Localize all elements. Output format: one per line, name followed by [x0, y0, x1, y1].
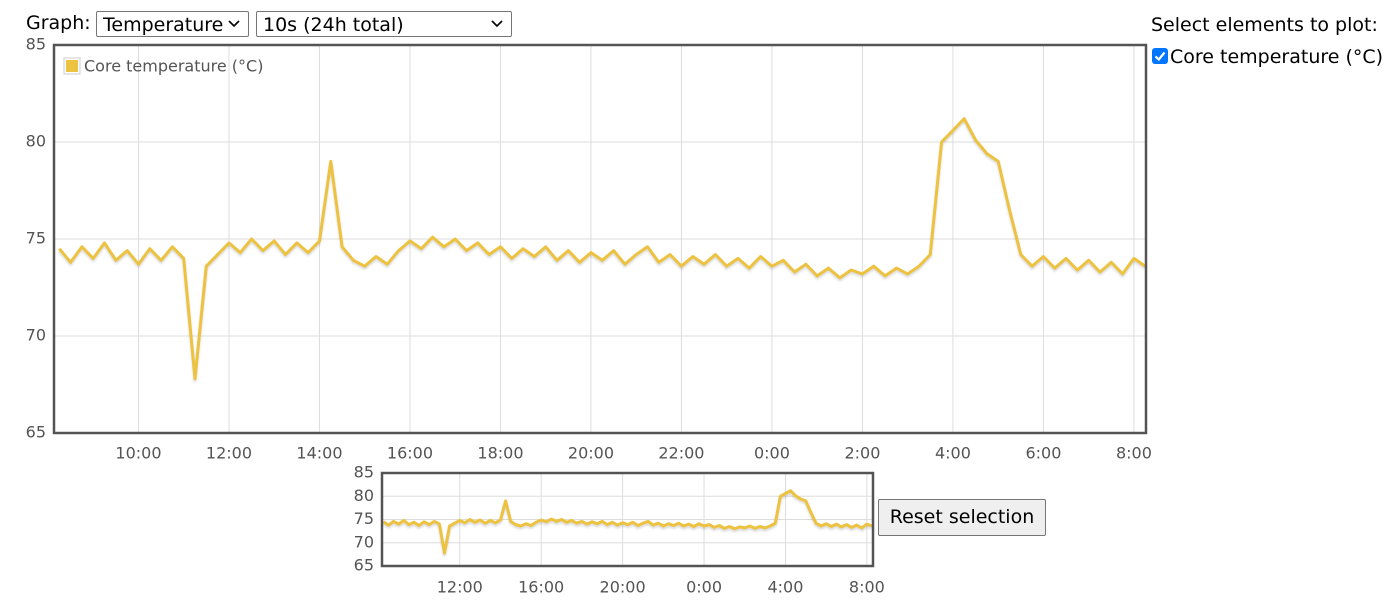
checkbox-label: Core temperature (°C) [1170, 46, 1384, 68]
y-tick-label: 75 [354, 509, 374, 528]
interval-select[interactable]: 10s (24h total) [256, 11, 512, 37]
x-tick-label: 20:00 [568, 444, 614, 463]
y-tick-label: 75 [26, 229, 46, 248]
reset-button[interactable]: Reset selection [878, 499, 1046, 536]
chevron [228, 20, 240, 28]
x-tick-label: 10:00 [115, 444, 161, 463]
y-tick-label: 65 [354, 556, 374, 575]
x-tick-label: 12:00 [437, 578, 483, 597]
x-tick-label: 4:00 [935, 444, 971, 463]
y-tick-label: 80 [26, 132, 46, 151]
series-line [382, 489, 873, 555]
y-tick-label: 65 [26, 423, 46, 442]
y-tick-label: 70 [354, 532, 374, 551]
x-tick-label: 22:00 [658, 444, 704, 463]
series-line [58, 117, 1147, 381]
plot-border [52, 43, 1148, 435]
graph-select-text: Temperature [103, 14, 224, 36]
plot-border [380, 471, 875, 568]
y-tick-label: 80 [354, 486, 374, 505]
legend-label: Core temperature (°C) [84, 57, 263, 76]
x-tick-label: 8:00 [849, 578, 885, 597]
y-tick-label: 85 [354, 463, 374, 482]
graph-select[interactable]: Temperature [96, 11, 249, 37]
checkbox[interactable] [1152, 48, 1168, 64]
legend-frame [63, 57, 81, 75]
legend-swatch [66, 60, 78, 72]
y-tick-label: 70 [26, 326, 46, 345]
x-tick-label: 18:00 [477, 444, 523, 463]
x-tick-label: 8:00 [1116, 444, 1152, 463]
x-tick-label: 14:00 [296, 444, 342, 463]
x-tick-label: 4:00 [767, 578, 803, 597]
x-tick-label: 16:00 [387, 444, 433, 463]
interval-select-text: 10s (24h total) [263, 14, 404, 36]
x-tick-label: 12:00 [206, 444, 252, 463]
x-tick-label: 6:00 [1025, 444, 1061, 463]
x-tick-label: 0:00 [686, 578, 722, 597]
x-tick-label: 2:00 [844, 444, 880, 463]
checkmark [1154, 51, 1166, 62]
elements-title: Select elements to plot: [1151, 14, 1378, 36]
x-tick-label: 0:00 [754, 444, 790, 463]
x-tick-label: 20:00 [600, 578, 646, 597]
x-tick-label: 16:00 [518, 578, 564, 597]
chevron [491, 20, 503, 28]
graph-label: Graph: [26, 12, 91, 34]
y-tick-label: 85 [26, 35, 46, 54]
